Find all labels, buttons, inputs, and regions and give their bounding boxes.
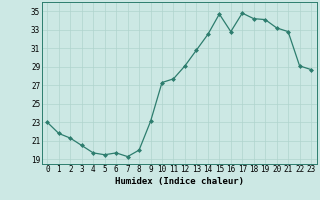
X-axis label: Humidex (Indice chaleur): Humidex (Indice chaleur) xyxy=(115,177,244,186)
